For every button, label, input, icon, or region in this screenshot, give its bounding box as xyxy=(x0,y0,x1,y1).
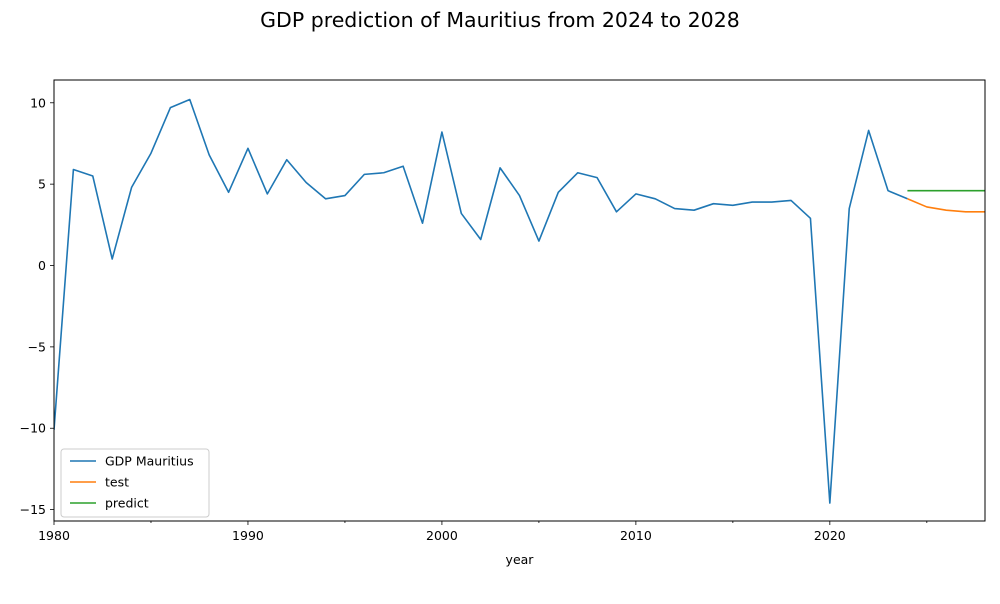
legend-entry-label: GDP Mauritius xyxy=(105,454,194,469)
y-tick-label: −15 xyxy=(20,502,46,517)
x-tick-label: 1980 xyxy=(38,528,70,543)
y-tick-label: −10 xyxy=(20,421,46,436)
y-tick-label: 5 xyxy=(38,177,46,192)
plot-frame xyxy=(53,79,986,522)
legend-entry-label: predict xyxy=(105,496,149,511)
x-tick-label: 1990 xyxy=(232,528,264,543)
x-tick-label: 2000 xyxy=(426,528,458,543)
x-tick-label: 2020 xyxy=(814,528,846,543)
series-line-test xyxy=(907,198,985,213)
y-tick-label: 0 xyxy=(38,258,46,273)
legend: GDP Mauritius test predict xyxy=(60,448,210,518)
x-tick-label: 2010 xyxy=(620,528,652,543)
series-line-gdp-mauritius xyxy=(54,98,908,504)
y-tick-label: 10 xyxy=(30,95,46,110)
legend-entry-label: test xyxy=(105,475,129,490)
x-axis-label: year xyxy=(506,552,535,567)
y-tick-label: −5 xyxy=(28,339,46,354)
legend-box xyxy=(60,448,210,518)
chart-title: GDP prediction of Mauritius from 2024 to… xyxy=(260,8,740,32)
